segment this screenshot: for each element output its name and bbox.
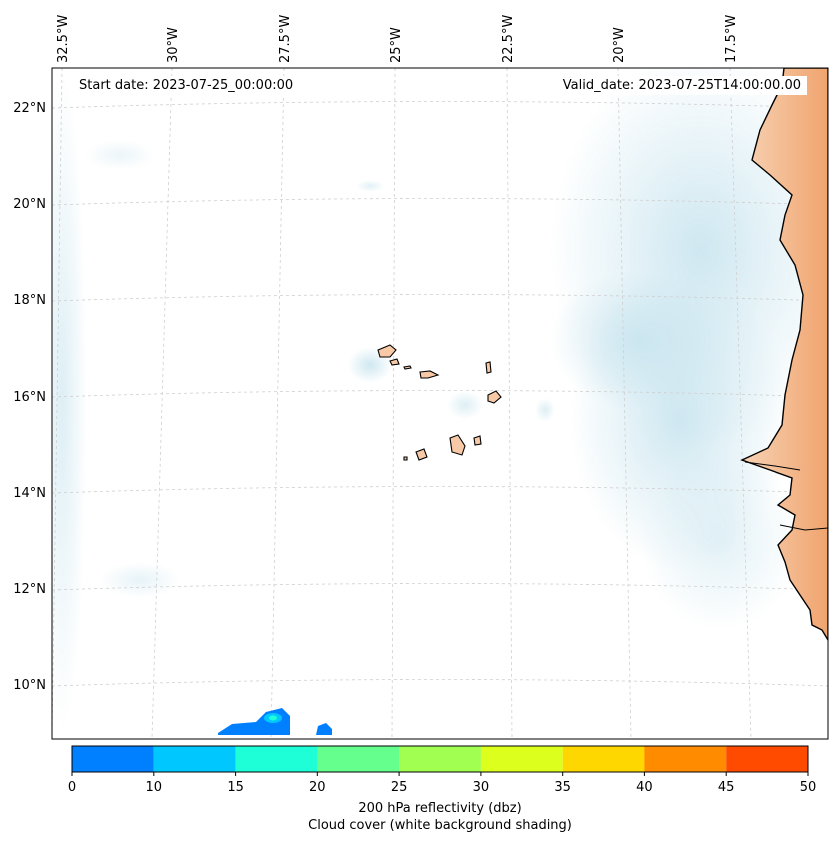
lon-label: 30°W (166, 27, 181, 63)
colorbar-ticks (71, 772, 809, 776)
colorbar-tick-label: 25 (390, 780, 408, 795)
start-date-label: Start date: 2023-07-25_00:00:00 (73, 76, 300, 95)
cape-verde-islands (377, 344, 502, 461)
latitude-labels: 22°N 20°N 18°N 16°N 14°N 12°N 10°N (13, 101, 46, 693)
colorbar (71, 745, 809, 776)
lat-label: 20°N (13, 197, 46, 212)
colorbar-bin (235, 746, 318, 772)
cloud-cover-shading (52, 68, 828, 730)
lon-label: 17.5°W (724, 15, 739, 63)
reflectivity-echoes (218, 708, 332, 735)
map-frame (51, 67, 829, 740)
colorbar-bin (562, 746, 645, 772)
africa-landmass (740, 68, 828, 642)
lon-label: 25°W (389, 27, 404, 63)
lon-label: 22.5°W (501, 15, 516, 63)
lon-label: 32.5°W (56, 15, 71, 63)
lon-label: 20°W (612, 27, 627, 63)
colorbar-bin (726, 746, 808, 772)
colorbar-bin (644, 746, 727, 772)
colorbar-tick-label: 45 (717, 780, 735, 795)
lat-label: 10°N (13, 678, 46, 693)
colorbar-bin (399, 746, 481, 772)
gambia-river (744, 461, 828, 531)
lat-label: 12°N (13, 582, 46, 597)
colorbar-title: 200 hPa reflectivity (dbz) (358, 801, 522, 816)
colorbar-bin (317, 746, 400, 772)
lat-label: 16°N (13, 390, 46, 405)
colorbar-tick-label: 40 (636, 780, 653, 795)
colorbar-tick-label: 35 (554, 780, 571, 795)
lat-label: 14°N (13, 486, 46, 501)
lat-label: 22°N (13, 101, 46, 116)
lat-label: 18°N (13, 293, 46, 308)
colorbar-bin (72, 746, 154, 772)
colorbar-subtitle: Cloud cover (white background shading) (308, 818, 572, 833)
colorbar-tick-label: 30 (472, 780, 490, 795)
colorbar-tick-label: 10 (145, 780, 163, 795)
longitude-labels: 32.5°W 30°W 27.5°W 25°W 22.5°W 20°W 17.5… (56, 15, 739, 63)
colorbar-frame (71, 745, 809, 773)
colorbar-bin (480, 746, 563, 772)
lon-label: 27.5°W (278, 15, 293, 63)
valid-date-label: Valid_date: 2023-07-25T14:00:00.00 (556, 76, 807, 95)
colorbar-tick-label: 15 (227, 780, 244, 795)
colorbar-tick-label: 50 (799, 780, 817, 795)
colorbar-tick-label: 20 (309, 780, 326, 795)
colorbar-bin (153, 746, 236, 772)
colorbar-tick-label: 0 (67, 780, 77, 795)
graticule (52, 68, 828, 739)
